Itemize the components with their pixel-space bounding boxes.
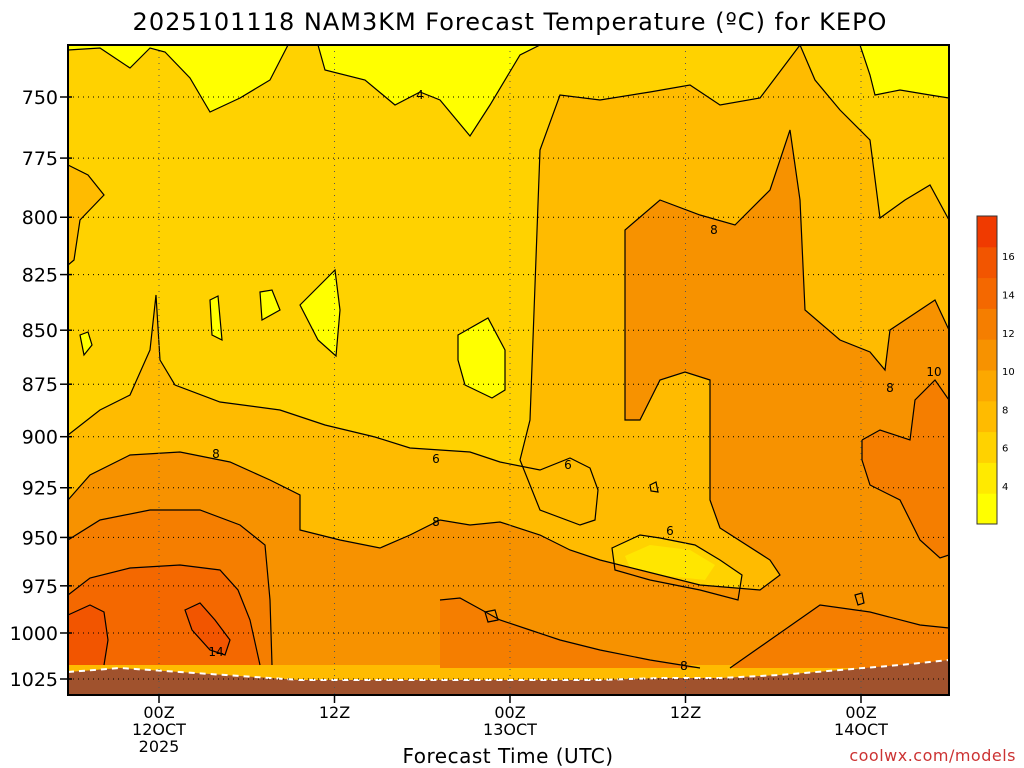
fill-10-12-right: [862, 380, 949, 558]
y-tick-label: 925: [22, 478, 58, 500]
x-tick-label: 2025: [139, 737, 180, 756]
colorbar-label: 14: [1002, 291, 1015, 302]
contour-label: 6: [666, 524, 674, 538]
x-tick-label: 12Z: [670, 703, 701, 722]
horizontal-gridlines: [68, 96, 949, 680]
fill-lt4-island: [625, 545, 715, 580]
colorbar-label: 16: [1002, 252, 1015, 263]
contour-label: 8: [710, 223, 718, 237]
colorbar-swatch: [977, 493, 997, 525]
colorbar: 4 6 8 10 12 14 16: [976, 215, 1015, 525]
ground-outline: [68, 659, 949, 681]
colorbar-swatch: [977, 277, 997, 309]
contour-label: 14: [208, 645, 223, 659]
y-tick-label: 825: [22, 265, 58, 287]
y-tick-label: 1025: [10, 669, 58, 691]
contour-label: 8: [886, 381, 894, 395]
x-axis-title: Forecast Time (UTC): [402, 744, 613, 768]
x-tick-label: 14OCT: [834, 720, 888, 739]
fill-gt14-2: [185, 603, 230, 655]
ground-fill: [68, 660, 949, 695]
y-tick-label: 800: [22, 207, 58, 229]
fill-lt4-top3: [860, 45, 949, 98]
colorbar-label: 12: [1002, 329, 1015, 340]
colorbar-label: 10: [1002, 367, 1015, 378]
colorbar-swatch: [977, 370, 997, 402]
fill-10-12-br: [730, 605, 949, 668]
fill-lt4-top: [68, 45, 288, 112]
y-tick-label: 1000: [10, 623, 58, 645]
chart-title: 2025101118 NAM3KM Forecast Temperature (…: [133, 8, 888, 36]
contour-label: 10: [926, 365, 941, 379]
colorbar-swatch: [977, 308, 997, 340]
y-tick-label: 750: [22, 87, 58, 109]
colorbar-swatch: [977, 339, 997, 371]
colorbar-swatch: [977, 400, 997, 433]
vertical-gridlines: [158, 45, 862, 695]
x-tick-label: 13OCT: [483, 720, 537, 739]
contour-label: 8: [680, 659, 688, 673]
x-tick-label: 00Z: [143, 703, 174, 722]
x-tick-label: 12OCT: [132, 720, 186, 739]
y-tick-label: 975: [22, 576, 58, 598]
colorbar-swatch: [977, 431, 997, 463]
y-tick-label: 875: [22, 374, 58, 396]
colorbar-swatch: [977, 246, 997, 279]
y-tick-label: 775: [22, 148, 58, 170]
x-tick-label: 12Z: [319, 703, 350, 722]
y-tick-label: 950: [22, 527, 58, 549]
colorbar-swatch: [977, 216, 997, 248]
fill-lt4-cell: [458, 318, 505, 398]
contour-label: 8: [432, 515, 440, 529]
contour-label: 6: [432, 452, 440, 466]
plot-frame: [67, 44, 950, 696]
colorbar-swatch: [977, 462, 997, 494]
colorbar-label: 8: [1002, 405, 1008, 416]
contour-labels: 4 6 6 6 8 8 8 8 8 10 14: [208, 88, 941, 673]
contour-label: 6: [564, 458, 572, 472]
contour-label: 8: [212, 447, 220, 461]
fill-10-12-mid: [440, 598, 700, 668]
fill-8-10: [68, 130, 949, 665]
y-tick-label: 900: [22, 427, 58, 449]
y-axis: 750 775 800 825 850 875 900 925 950 975 1000 1025: [10, 87, 72, 691]
colorbar-label: 4: [1002, 482, 1008, 493]
fill-gt14: [68, 605, 108, 665]
plot-area: 4 6 6 6 8 8 8 8 8 10 14: [68, 45, 949, 695]
x-tick-label: 00Z: [845, 703, 876, 722]
x-tick-label: 00Z: [494, 703, 525, 722]
y-tick-label: 850: [22, 320, 58, 342]
colorbar-label: 6: [1002, 444, 1008, 455]
colorbar-frame: [976, 215, 998, 525]
credit-text: coolwx.com/models: [849, 746, 1016, 765]
fill-lt4-cell: [300, 270, 340, 356]
contour-label: 4: [416, 88, 424, 102]
